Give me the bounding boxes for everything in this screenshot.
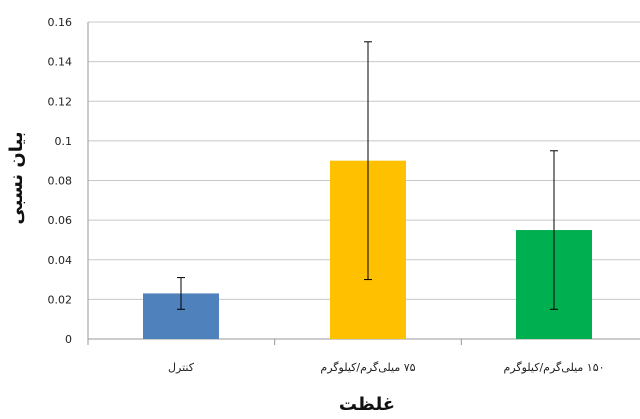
y-axis-label: بیان نسبی [6, 131, 27, 224]
y-tick-labels: 0 0.02 0.04 0.06 0.08 0.1 0.12 0.14 0.16 [48, 16, 73, 346]
y-tick-label: 0.16 [48, 16, 73, 29]
y-tick-label: 0.14 [48, 56, 73, 69]
error-bars [177, 41, 558, 310]
x-category-label: ۷۵ میلی‌گرم/کیلوگرم [320, 361, 415, 374]
y-tick-label: 0.02 [48, 293, 73, 306]
x-category-labels: کنترل ۷۵ میلی‌گرم/کیلوگرم ۱۵۰ میلی‌گرم/کیل… [168, 361, 605, 374]
x-category-label: کنترل [168, 361, 195, 374]
x-category-label: ۱۵۰ میلی‌گرم/کیلوگرم [503, 361, 604, 374]
y-tick-label: 0 [65, 333, 72, 346]
y-tick-label: 0.08 [48, 175, 73, 188]
x-axis-label: غلظت [339, 394, 395, 415]
y-tick-label: 0.1 [55, 135, 73, 148]
y-tick-label: 0.04 [48, 254, 73, 267]
y-tick-label: 0.06 [48, 214, 73, 227]
y-tick-label: 0.12 [48, 95, 73, 108]
x-axis [87, 339, 462, 345]
